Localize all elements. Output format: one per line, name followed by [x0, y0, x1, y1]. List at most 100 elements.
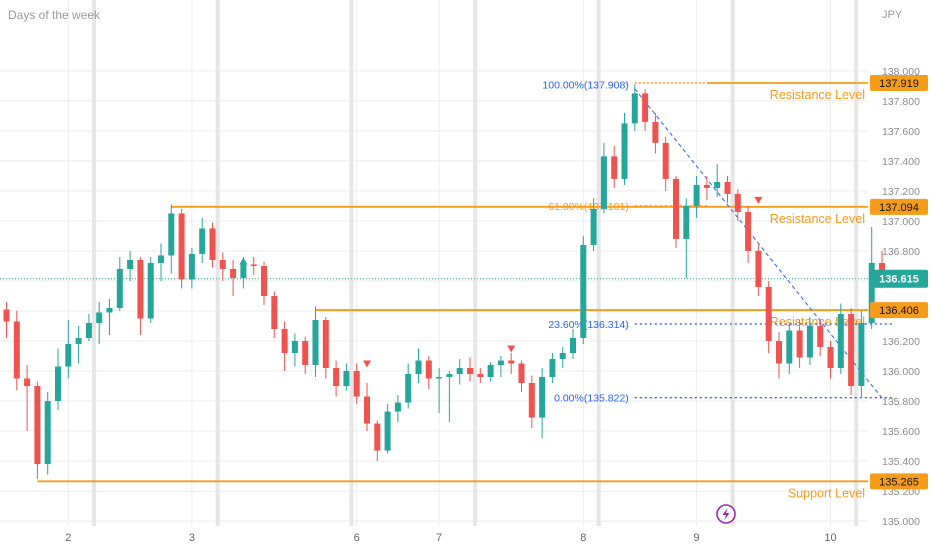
flash-icon-bolt: [722, 508, 730, 520]
candle-body: [147, 262, 154, 319]
candle-body: [96, 312, 103, 323]
session-break: [473, 0, 478, 526]
y-tick-label: 136.800: [882, 246, 920, 258]
candle-body: [858, 322, 865, 387]
y-tick-label: 135.800: [882, 396, 920, 408]
candle: [456, 359, 463, 385]
candle-body: [168, 213, 175, 256]
candle: [539, 368, 546, 439]
y-tick-label: 137.000: [882, 216, 920, 228]
candle-body: [322, 319, 329, 369]
last-price-tag: 136.615: [870, 269, 928, 288]
candle-body: [570, 338, 576, 354]
y-tick-label: 135.600: [882, 426, 920, 438]
price-tags: 137.919 137.094 136.406 135.265 136.615: [870, 75, 928, 490]
session-breaks: [92, 0, 859, 526]
candle: [848, 307, 855, 396]
candle-body: [734, 193, 741, 212]
candle-body: [188, 253, 195, 280]
candle: [322, 316, 329, 379]
candle: [3, 301, 10, 339]
session-break: [349, 0, 354, 526]
flash-icon[interactable]: [716, 504, 736, 524]
candle: [312, 306, 319, 378]
candle: [291, 333, 298, 367]
candle-body: [776, 341, 782, 364]
candle-body: [508, 360, 515, 364]
candle: [693, 175, 700, 218]
candle-body: [55, 366, 61, 402]
price-tag-text: 136.406: [879, 305, 919, 317]
candle: [755, 244, 762, 296]
candle: [250, 256, 257, 275]
candle-body: [199, 228, 206, 254]
candle: [230, 259, 237, 296]
candle: [724, 175, 731, 203]
candle-body: [796, 330, 803, 358]
candle: [642, 88, 649, 131]
candle: [662, 136, 669, 191]
candle: [518, 360, 525, 393]
candle-body: [487, 365, 494, 378]
candle: [477, 368, 484, 384]
candle-body: [456, 368, 463, 375]
candle-body: [611, 156, 618, 179]
y-tick-label: 137.200: [882, 186, 920, 198]
candle-body: [250, 264, 257, 266]
candle-body: [559, 353, 566, 360]
candle: [621, 112, 628, 185]
candle: [806, 316, 813, 366]
candle: [271, 291, 278, 339]
candle-body: [178, 213, 185, 280]
candle-body: [261, 265, 267, 296]
signal-marker: [754, 196, 763, 204]
candle: [425, 356, 432, 390]
candle: [394, 395, 401, 423]
x-tick-label: 9: [694, 532, 700, 544]
candle-body: [209, 228, 216, 260]
price-unit-label: JPY: [882, 9, 903, 21]
candle: [147, 256, 154, 323]
y-tick-label: 137.400: [882, 156, 920, 168]
candle: [116, 256, 123, 311]
candle: [374, 420, 381, 462]
candle-body: [230, 268, 237, 278]
fib-level-label: 100.00%(137.908): [542, 80, 628, 92]
session-break: [854, 0, 859, 526]
candle-body: [3, 309, 10, 322]
fib-level-label: 0.00%(135.822): [554, 393, 629, 405]
price-tag-box: [870, 473, 928, 490]
price-tag-box: [870, 75, 928, 92]
candle-body: [590, 208, 597, 245]
candle-body: [158, 255, 164, 263]
candle: [65, 319, 72, 379]
candle-body: [65, 344, 72, 367]
candle-body: [806, 325, 813, 358]
candles[interactable]: [3, 84, 886, 480]
candle: [199, 217, 206, 263]
candle-body: [765, 286, 772, 342]
signal-marker: [507, 345, 516, 353]
candle-body: [467, 368, 473, 375]
candle-body: [745, 211, 752, 251]
candle-body: [518, 363, 525, 384]
candle-body: [528, 383, 535, 418]
candle-body: [436, 377, 443, 379]
candle-body: [127, 259, 134, 269]
fib-level-label: 61.80%(137.101): [548, 201, 629, 213]
candle: [776, 331, 782, 379]
y-tick-label: 137.800: [882, 96, 920, 108]
candle: [333, 360, 340, 397]
candle: [508, 353, 515, 375]
candle-body: [302, 341, 309, 366]
candle-body: [281, 328, 288, 354]
candle: [85, 313, 92, 342]
x-tick-label: 2: [65, 532, 71, 544]
candle: [446, 371, 453, 423]
candle-body: [13, 321, 20, 379]
candle-body: [240, 264, 247, 278]
candle: [714, 163, 721, 197]
candle: [611, 145, 618, 188]
